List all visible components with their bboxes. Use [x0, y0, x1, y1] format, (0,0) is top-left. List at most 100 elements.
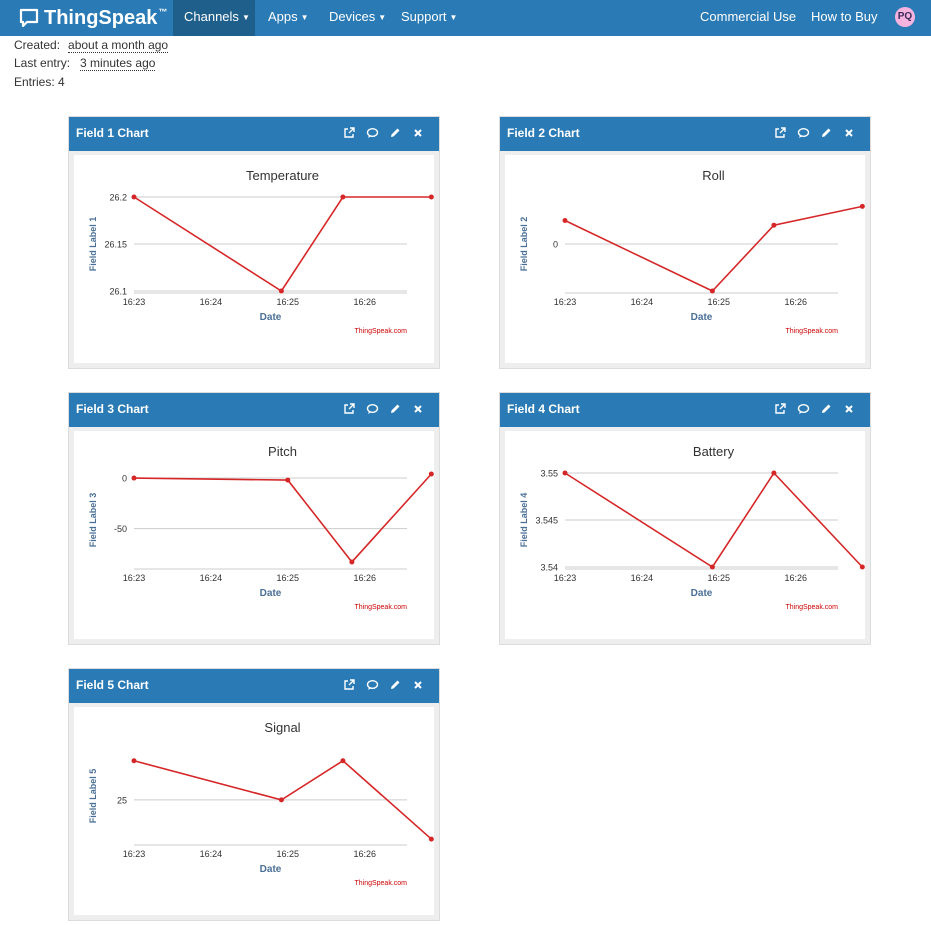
data-point: [428, 836, 434, 842]
nav-devices-label: Devices: [329, 9, 376, 24]
card-title: Field 2 Chart: [507, 126, 580, 140]
nav-how-to-buy[interactable]: How to Buy: [811, 9, 878, 24]
x-axis-label: Date: [260, 312, 282, 323]
x-tick-label: 16:24: [200, 849, 223, 859]
data-point: [562, 218, 568, 223]
last-entry-label: Last entry:: [14, 56, 71, 70]
x-tick-label: 16:24: [631, 573, 654, 583]
nav-apps-label: Apps: [268, 9, 298, 24]
close-icon[interactable]: [842, 401, 856, 417]
close-icon[interactable]: [842, 125, 856, 141]
x-tick-label: 16:25: [277, 849, 300, 859]
comment-icon[interactable]: [365, 677, 379, 693]
pencil-icon[interactable]: [388, 125, 402, 141]
pencil-icon[interactable]: [819, 401, 833, 417]
data-point: [285, 477, 291, 483]
x-tick-label: 16:23: [123, 849, 146, 859]
chart-credit: ThingSpeak.com: [354, 328, 407, 335]
chart-area: Pitch 0 -50 16:23 16:24 16:25 16:26 Date Field L…: [74, 431, 434, 639]
field-1-line-chart: Temperature 26.2 26.15 26.116:23 16:24 16:25 1…: [88, 168, 434, 335]
y-tick-label: 3.55: [540, 469, 558, 479]
card-header: Field 5 Chart: [69, 669, 439, 703]
nav-devices[interactable]: Devices ▼: [329, 0, 386, 36]
comment-icon[interactable]: [796, 125, 810, 141]
data-point: [709, 288, 715, 294]
series-line: [133, 473, 432, 564]
pencil-icon[interactable]: [819, 125, 833, 141]
field-4-chart-card: Field 4 Chart Battery 3.55 3.545 3.54 16:23 1…: [499, 392, 871, 645]
series-line: [133, 759, 432, 840]
chart-credit: ThingSpeak.com: [354, 604, 407, 611]
card-actions: [342, 401, 425, 417]
popout-icon[interactable]: [773, 401, 787, 417]
chart-area: Temperature 26.2 26.15 26.1 16:23 16:24 16:25 1…: [74, 155, 434, 363]
popout-icon[interactable]: [342, 677, 356, 693]
comment-icon[interactable]: [365, 125, 379, 141]
chart-credit: ThingSpeak.com: [785, 604, 838, 611]
popout-icon[interactable]: [342, 401, 356, 417]
y-axis-label: Field Label 3: [88, 493, 98, 548]
card-actions: [342, 677, 425, 693]
card-title: Field 3 Chart: [76, 402, 149, 416]
chart-title: Battery: [693, 444, 735, 459]
data-point: [428, 194, 434, 200]
data-point: [428, 471, 434, 477]
card-header: Field 3 Chart: [69, 393, 439, 427]
popout-icon[interactable]: [773, 125, 787, 141]
nav-commercial-use[interactable]: Commercial Use: [700, 9, 797, 24]
chart-area: Roll 0 16:23 16:24 16:25 16:26 Date Field Label…: [505, 155, 865, 363]
field-1-chart-card: Field 1 Chart Temperature 26.2 26.15 26.1 16…: [68, 116, 440, 369]
close-icon[interactable]: [411, 401, 425, 417]
data-point: [131, 758, 137, 764]
nav-apps[interactable]: Apps ▼: [268, 0, 309, 36]
nav-support[interactable]: Support ▼: [401, 0, 457, 36]
data-point: [771, 470, 777, 476]
chart-credit: ThingSpeak.com: [785, 328, 838, 335]
y-tick-label: 25: [117, 795, 127, 805]
y-axis-label: Field Label 2: [519, 217, 529, 272]
y-axis-label: Field Label 5: [88, 769, 98, 824]
x-tick-label: 16:25: [277, 297, 300, 307]
x-tick-label: 16:23: [554, 573, 577, 583]
nav-channels[interactable]: Channels ▼: [173, 0, 255, 36]
field-5-chart-card: Field 5 Chart Signal 25 16:23 16:24 16:25 16:…: [68, 668, 440, 921]
x-tick-label: 16:26: [353, 849, 376, 859]
comment-icon[interactable]: [365, 401, 379, 417]
x-tick-label: 16:26: [353, 573, 376, 583]
caret-down-icon: ▼: [449, 12, 458, 22]
nav-channels-label: Channels: [184, 9, 239, 24]
field-3-chart-card: Field 3 Chart Pitch 0 -50 16:23 16:24 16:25 16…: [68, 392, 440, 645]
chart-credit: ThingSpeak.com: [354, 880, 407, 887]
x-tick-label: 16:25: [277, 573, 300, 583]
popout-icon[interactable]: [342, 125, 356, 141]
card-actions: [773, 401, 856, 417]
data-point: [349, 559, 355, 565]
x-axis-label: Date: [260, 588, 282, 599]
card-title: Field 4 Chart: [507, 402, 580, 416]
brand-trademark: ™: [158, 7, 168, 17]
data-point: [340, 758, 346, 764]
data-point: [131, 194, 137, 200]
caret-down-icon: ▼: [378, 12, 387, 22]
card-header: Field 4 Chart: [500, 393, 870, 427]
comment-icon[interactable]: [796, 401, 810, 417]
thingspeak-logo[interactable]: ThingSpeak ™: [18, 5, 167, 31]
chart-title: Pitch: [268, 444, 297, 459]
close-icon[interactable]: [411, 125, 425, 141]
created-info: Created: about a month ago: [14, 38, 169, 53]
pencil-icon[interactable]: [388, 401, 402, 417]
field-2-chart-card: Field 2 Chart Roll 0 16:23 16:24 16:25 16:26 D…: [499, 116, 871, 369]
user-avatar[interactable]: PQ: [895, 7, 915, 27]
y-tick-label: 0: [553, 240, 558, 250]
x-tick-label: 16:26: [784, 297, 807, 307]
caret-down-icon: ▼: [241, 12, 250, 22]
chart-area: Battery 3.55 3.545 3.54 16:23 16:24 16:25 16:26…: [505, 431, 865, 639]
y-tick-label: 26.15: [104, 240, 127, 250]
data-point: [278, 288, 284, 294]
close-icon[interactable]: [411, 677, 425, 693]
top-navbar: ThingSpeak ™ Channels ▼ Apps ▼ Devices ▼ Sup…: [0, 0, 931, 36]
pencil-icon[interactable]: [388, 677, 402, 693]
data-point: [709, 564, 715, 570]
card-actions: [773, 125, 856, 141]
